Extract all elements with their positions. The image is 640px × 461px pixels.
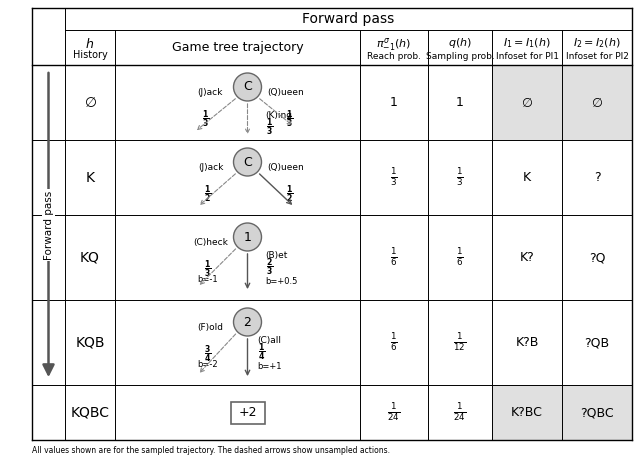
- Text: $\frac{1}{3}$: $\frac{1}{3}$: [456, 166, 464, 189]
- Text: C: C: [243, 155, 252, 169]
- Text: $\mathbf{\frac{1}{3}}$: $\mathbf{\frac{1}{3}}$: [202, 109, 209, 130]
- Text: Reach prob.: Reach prob.: [367, 52, 421, 61]
- Text: $\frac{1}{24}$: $\frac{1}{24}$: [453, 402, 467, 424]
- Text: 1: 1: [390, 96, 398, 109]
- Text: $q(h)$: $q(h)$: [448, 36, 472, 50]
- Text: $\frac{1}{6}$: $\frac{1}{6}$: [390, 331, 398, 354]
- Text: ?Q: ?Q: [589, 251, 605, 264]
- Text: K?B: K?B: [515, 336, 539, 349]
- Text: All values shown are for the sampled trajectory. The dashed arrows show unsample: All values shown are for the sampled tra…: [32, 446, 390, 455]
- Text: Sampling prob.: Sampling prob.: [426, 52, 494, 61]
- Text: $\frac{1}{12}$: $\frac{1}{12}$: [453, 331, 467, 354]
- Text: K: K: [523, 171, 531, 184]
- Circle shape: [234, 148, 262, 176]
- Text: 1: 1: [456, 96, 464, 109]
- Text: (K)ing: (K)ing: [266, 111, 292, 119]
- Text: 1: 1: [244, 230, 252, 243]
- Text: $\frac{1}{24}$: $\frac{1}{24}$: [387, 402, 401, 424]
- Bar: [562, 65, 632, 140]
- Text: C: C: [243, 81, 252, 94]
- Circle shape: [234, 73, 262, 101]
- Text: b=-2: b=-2: [197, 360, 218, 369]
- Text: b=+1: b=+1: [257, 361, 282, 371]
- Text: $\mathbf{\frac{1}{3}}$: $\mathbf{\frac{1}{3}}$: [266, 116, 273, 138]
- Text: b=+0.5: b=+0.5: [266, 277, 298, 285]
- Text: Infoset for Pl1: Infoset for Pl1: [495, 52, 559, 61]
- Text: $\mathbf{\frac{1}{4}}$: $\mathbf{\frac{1}{4}}$: [257, 341, 265, 363]
- Text: $\emptyset$: $\emptyset$: [521, 95, 533, 110]
- Text: K?BC: K?BC: [511, 406, 543, 419]
- Text: (B)et: (B)et: [266, 250, 288, 260]
- Text: $\frac{1}{6}$: $\frac{1}{6}$: [456, 247, 464, 268]
- Text: $\frac{1}{3}$: $\frac{1}{3}$: [390, 166, 398, 189]
- Text: $\mathbf{\frac{2}{3}}$: $\mathbf{\frac{2}{3}}$: [266, 256, 273, 278]
- Text: (C)all: (C)all: [257, 336, 282, 344]
- Bar: [492, 65, 562, 140]
- Text: ?QBC: ?QBC: [580, 406, 614, 419]
- Text: $I_2 = I_2(h)$: $I_2 = I_2(h)$: [573, 36, 621, 50]
- Text: $\mathbf{\frac{1}{2}}$: $\mathbf{\frac{1}{2}}$: [286, 184, 293, 206]
- Text: History: History: [72, 50, 108, 60]
- Text: $\pi^{\sigma}_{-1}(h)$: $\pi^{\sigma}_{-1}(h)$: [376, 36, 412, 53]
- Circle shape: [234, 308, 262, 336]
- FancyBboxPatch shape: [230, 402, 264, 424]
- Text: $\emptyset$: $\emptyset$: [591, 95, 603, 110]
- Text: $\mathbf{\frac{3}{4}}$: $\mathbf{\frac{3}{4}}$: [204, 344, 211, 366]
- Text: KQBC: KQBC: [70, 406, 109, 420]
- Text: ?: ?: [594, 171, 600, 184]
- Text: K?: K?: [520, 251, 534, 264]
- Text: KQB: KQB: [76, 336, 105, 349]
- Text: (F)old: (F)old: [198, 323, 223, 332]
- Text: Forward pass: Forward pass: [44, 190, 54, 260]
- Text: Forward pass: Forward pass: [302, 12, 395, 26]
- Text: $h$: $h$: [86, 37, 95, 51]
- Text: (C)heck: (C)heck: [193, 238, 228, 247]
- Text: ?QB: ?QB: [584, 336, 609, 349]
- Circle shape: [234, 223, 262, 251]
- Text: (Q)ueen: (Q)ueen: [267, 163, 304, 172]
- Text: 2: 2: [244, 315, 252, 329]
- Text: (Q)ueen: (Q)ueen: [267, 88, 304, 97]
- Text: (J)ack: (J)ack: [198, 163, 223, 172]
- Text: (J)ack: (J)ack: [197, 88, 222, 97]
- Text: KQ: KQ: [80, 250, 100, 265]
- Bar: [562, 385, 632, 440]
- Text: $\mathbf{\frac{1}{3}}$: $\mathbf{\frac{1}{3}}$: [286, 109, 293, 130]
- Text: K: K: [86, 171, 95, 184]
- Text: Infoset for Pl2: Infoset for Pl2: [566, 52, 628, 61]
- Text: $\emptyset$: $\emptyset$: [83, 95, 97, 110]
- Bar: [492, 385, 562, 440]
- Text: $I_1 = I_1(h)$: $I_1 = I_1(h)$: [503, 36, 551, 50]
- Text: Game tree trajectory: Game tree trajectory: [172, 41, 303, 54]
- Text: $\mathbf{\frac{1}{3}}$: $\mathbf{\frac{1}{3}}$: [204, 259, 211, 280]
- Text: +2: +2: [238, 406, 257, 419]
- Text: b=-1: b=-1: [197, 275, 218, 284]
- Text: $\mathbf{\frac{1}{2}}$: $\mathbf{\frac{1}{2}}$: [204, 184, 211, 206]
- Text: $\frac{1}{6}$: $\frac{1}{6}$: [390, 247, 398, 268]
